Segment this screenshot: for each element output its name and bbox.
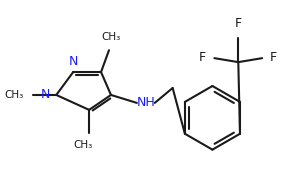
Text: F: F: [198, 51, 206, 64]
Text: N: N: [69, 55, 78, 68]
Text: F: F: [235, 17, 242, 30]
Text: CH₃: CH₃: [101, 32, 121, 42]
Text: CH₃: CH₃: [4, 90, 23, 100]
Text: NH: NH: [136, 96, 155, 109]
Text: F: F: [270, 51, 277, 64]
Text: N: N: [41, 88, 50, 101]
Text: CH₃: CH₃: [74, 140, 93, 150]
